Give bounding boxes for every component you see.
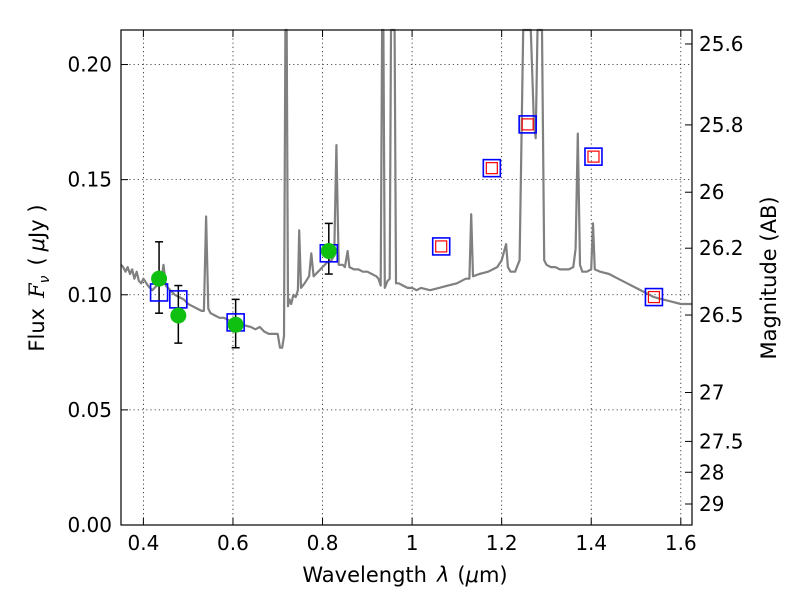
x-tick-label: 1.2: [486, 531, 518, 555]
x-axis-label: Wavelength λ (μm): [302, 563, 507, 587]
grid-lines: [121, 30, 692, 526]
x-tick-label: 1.6: [665, 531, 697, 555]
right-tick-label: 26: [699, 180, 724, 204]
photometry-markers: [149, 115, 664, 349]
x-tick-label: 0.8: [307, 531, 339, 555]
right-tick-label: 25.8: [699, 113, 744, 137]
model-spectrum-series: [120, 28, 692, 349]
x-tick-label: 1.4: [575, 531, 607, 555]
x-tick-label: 0.6: [217, 531, 249, 555]
right-tick-label: 26.2: [699, 236, 744, 260]
model-band-square: [431, 237, 451, 256]
y-axis-label-right: Magnitude (AB): [757, 196, 781, 359]
model-band-square: [518, 115, 537, 134]
axis-ticks: 0.4 0.6 0.8 1 1.2 1.4 1.6 0.00 0.05 0.10 0.15 0.20 2…: [67, 30, 744, 555]
right-tick-label: 26.5: [699, 303, 744, 327]
spectrum-line: [120, 28, 692, 349]
x-tick-label: 1: [406, 531, 419, 555]
model-band-inner-square: [647, 290, 661, 304]
right-tick-label: 27.5: [699, 429, 744, 453]
y-axis-label-left: FluxFν(μJy ): [25, 204, 53, 351]
observed-point: [320, 243, 337, 260]
x-tick-label: 0.4: [127, 531, 159, 555]
model-band-inner-square: [587, 150, 600, 163]
observed-point: [151, 270, 168, 287]
observed-point: [227, 316, 244, 333]
y-tick-label: 0.10: [67, 283, 112, 307]
y-tick-label: 0.05: [67, 398, 112, 422]
plot-frame: [120, 29, 693, 526]
model-band-inner-square: [485, 162, 498, 175]
right-tick-label: 28: [699, 460, 724, 484]
model-band-inner-square: [435, 240, 448, 253]
y-tick-label: 0.15: [67, 168, 112, 192]
model-band-inner-square: [521, 118, 534, 131]
y-tick-label: 0.20: [67, 53, 112, 77]
model-band-square: [584, 147, 603, 166]
right-tick-label: 25.6: [699, 32, 744, 56]
right-tick-label: 29: [699, 492, 724, 516]
model-band-square: [482, 158, 502, 178]
model-band-square: [644, 287, 664, 307]
y-tick-label: 0.00: [67, 513, 112, 537]
right-tick-label: 27: [699, 381, 724, 405]
observed-point: [170, 307, 187, 324]
